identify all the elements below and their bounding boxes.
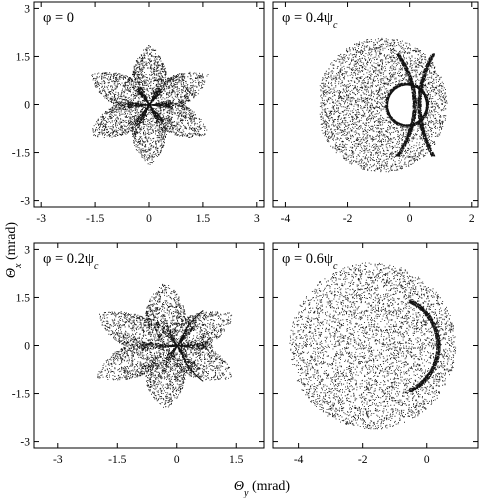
x-tick-label: 0 [424, 454, 430, 466]
x-tick-label: -1.5 [86, 213, 104, 225]
x-tick-label: 0 [407, 213, 413, 225]
panel-label: φ = 0.6ψc [282, 251, 338, 272]
x-tick-label: 3 [254, 213, 260, 225]
plot-frame [33, 242, 265, 449]
x-tick-label: -1.5 [108, 454, 126, 466]
panel-top-right: -4 -2 0 2 φ = 0.4ψc [272, 1, 479, 225]
scatter-points [289, 262, 457, 430]
panels-group: -3 -1.5 0 1.5 3 -3 -1.5 0 1.5 3 φ = 0 -4 -2 0 2 φ = 0.4… [12, 1, 479, 466]
x-tick-label: -2 [358, 454, 368, 466]
x-tick-label: 0 [146, 213, 152, 225]
x-tick-label: 1.5 [229, 454, 244, 466]
y-tick-label: 0 [24, 100, 30, 112]
x-tick-label: 0 [174, 454, 180, 466]
panel-top-left: -3 -1.5 0 1.5 3 -3 -1.5 0 1.5 3 φ = 0 [12, 1, 265, 225]
y-tick-label: 1.5 [16, 292, 31, 304]
y-tick-label: 1.5 [16, 51, 31, 63]
x-tick-label: 2 [469, 213, 475, 225]
scatter-points [319, 37, 448, 173]
plot-frame [272, 242, 479, 449]
panel-bottom-right: -4 -2 0 φ = 0.6ψc [272, 242, 479, 466]
panel-label: φ = 0.4ψc [282, 10, 338, 31]
y-tick-label: 3 [24, 3, 30, 15]
scatter-points [97, 283, 233, 408]
y-tick-label: -1.5 [12, 148, 30, 160]
x-tick-label: -3 [53, 454, 63, 466]
y-tick-label: 0 [24, 341, 30, 353]
x-tick-label: -2 [343, 213, 353, 225]
x-axis-title: Θy (mrad) [234, 479, 291, 498]
x-tick-label: -4 [281, 213, 291, 225]
scatter-points [91, 45, 209, 165]
x-tick-label: -4 [294, 454, 304, 466]
panel-label: φ = 0 [43, 10, 74, 26]
y-tick-label: 3 [24, 244, 30, 256]
x-tick-label: 1.5 [196, 213, 211, 225]
panel-bottom-left: -3 -1.5 0 1.5 -3 -1.5 0 1.5 3 φ = 0.2ψc [12, 242, 265, 466]
panel-label: φ = 0.2ψc [43, 251, 99, 272]
y-tick-label: -3 [20, 196, 30, 208]
y-axis-title: Θx (mrad) [4, 222, 24, 279]
y-tick-label: -1.5 [12, 389, 30, 401]
plot-frame [272, 1, 479, 208]
x-tick-label: -3 [36, 213, 46, 225]
y-tick-label: -3 [20, 437, 30, 449]
